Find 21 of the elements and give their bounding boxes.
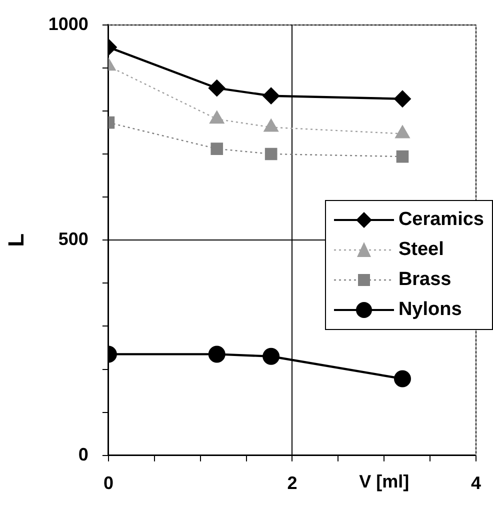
x-tick-label: 0 [103, 473, 114, 494]
point [262, 348, 280, 365]
point [208, 80, 226, 97]
point [264, 148, 278, 160]
point [208, 346, 226, 363]
legend-label: Brass [398, 269, 452, 291]
legend-label: Nylons [398, 299, 462, 321]
x-tick-label: 4 [470, 473, 481, 494]
y-tick-label: 0 [78, 444, 88, 464]
point [394, 370, 411, 388]
point [394, 90, 411, 108]
point [262, 87, 280, 104]
legend-label: Steel [398, 239, 444, 261]
point [210, 142, 224, 155]
x-axis-title: V [ml] [359, 471, 410, 492]
point [396, 150, 409, 163]
y-tick-label: 1000 [48, 14, 88, 34]
x-tick-label: 2 [287, 473, 298, 494]
y-axis-title: L [3, 233, 28, 247]
legend-label: Ceramics [398, 209, 484, 231]
y-tick-label: 500 [58, 229, 88, 250]
